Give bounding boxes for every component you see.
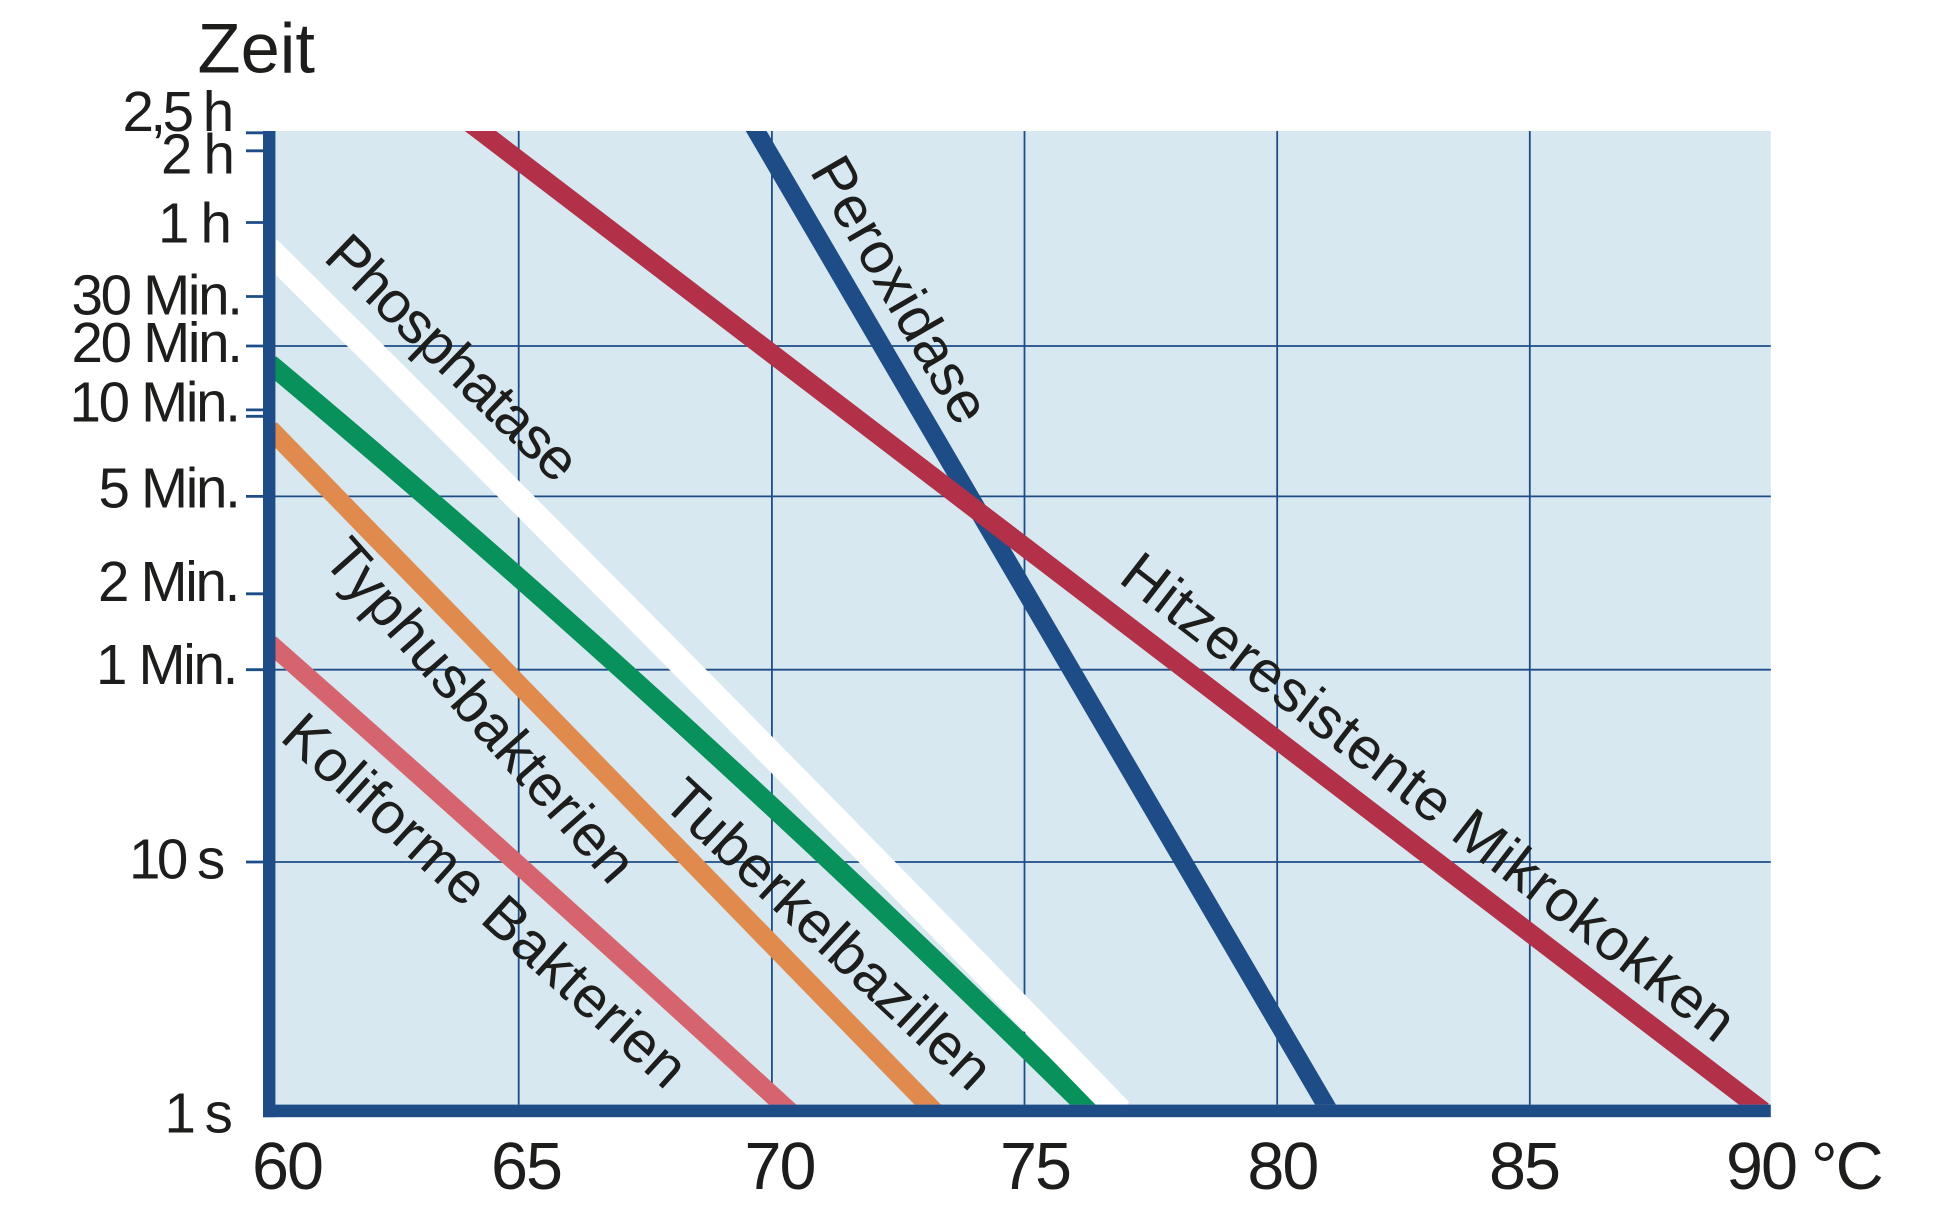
svg-text:10 s: 10 s <box>129 828 224 891</box>
svg-text:2 Min.: 2 Min. <box>98 550 238 613</box>
svg-text:60: 60 <box>252 1130 322 1204</box>
svg-text:2,5 h: 2,5 h <box>123 80 231 143</box>
svg-text:70: 70 <box>745 1130 815 1204</box>
svg-text:5 Min.: 5 Min. <box>99 456 239 519</box>
svg-text:1 h: 1 h <box>158 191 230 254</box>
svg-text:80: 80 <box>1247 1130 1317 1204</box>
svg-text:2 h: 2 h <box>161 123 233 186</box>
svg-text:90: 90 <box>1726 1130 1796 1204</box>
svg-text:1 s: 1 s <box>165 1081 232 1144</box>
svg-text:10 Min.: 10 Min. <box>70 371 239 434</box>
svg-text:1 Min.: 1 Min. <box>96 633 236 696</box>
svg-text:75: 75 <box>1000 1130 1070 1204</box>
svg-text:Zeit: Zeit <box>198 9 316 88</box>
svg-text:65: 65 <box>491 1130 561 1204</box>
svg-text:85: 85 <box>1489 1130 1559 1204</box>
svg-text:°C: °C <box>1811 1130 1882 1204</box>
svg-text:20 Min.: 20 Min. <box>72 311 241 374</box>
svg-text:30 Min.: 30 Min. <box>72 263 241 326</box>
